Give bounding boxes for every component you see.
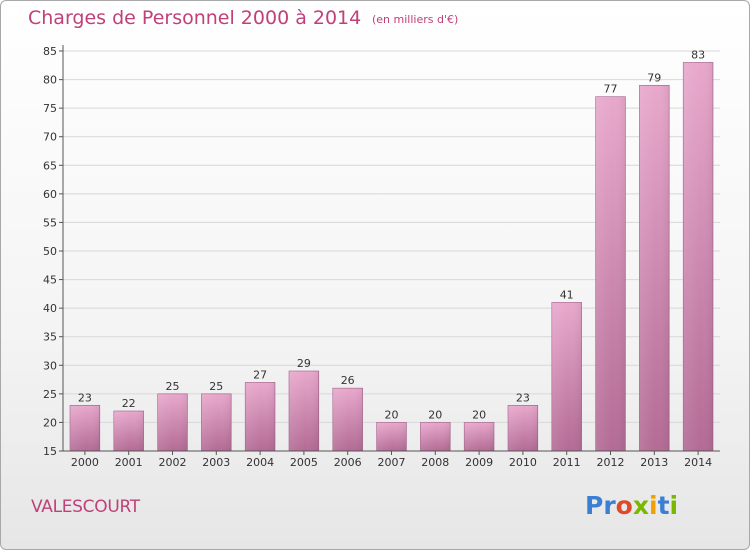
bar-shine-2001 [113, 411, 144, 451]
x-tick-label-2007: 2007 [378, 456, 406, 469]
logo-letter: i [669, 491, 679, 520]
logo-letter: t [657, 491, 670, 520]
bar-shine-2002 [157, 393, 188, 451]
y-tick-label: 75 [43, 102, 57, 115]
y-tick-label: 15 [43, 445, 57, 458]
axes: 15 20 25 30 35 40 45 50 55 60 65 70 75 80 85 2000 2001 20… [43, 45, 720, 469]
x-tick-label-2008: 2008 [421, 456, 449, 469]
x-tick-label-2000: 2000 [71, 456, 99, 469]
x-tick-label-2012: 2012 [597, 456, 625, 469]
bar-shine-2006 [332, 388, 363, 451]
bar-shine-2000 [70, 405, 100, 451]
y-tick-label: 40 [43, 302, 57, 315]
x-tick-label-2002: 2002 [159, 456, 187, 469]
x-tick-label-2009: 2009 [465, 456, 493, 469]
value-label-2013: 79 [647, 71, 661, 84]
bar-shine-2008 [420, 422, 451, 451]
value-label-2001: 22 [122, 397, 136, 410]
y-tick-label: 55 [43, 216, 57, 229]
value-labels: 23 22 25 25 27 29 26 20 20 20 23 41 77 79 83 [78, 48, 705, 421]
y-tick-label: 25 [43, 388, 57, 401]
y-tick-label: 65 [43, 159, 57, 172]
logo-letter: r [603, 491, 616, 520]
proxiti-logo: Proxiti [585, 491, 678, 520]
y-tick-label: 70 [43, 131, 57, 144]
y-tick-label: 50 [43, 245, 57, 258]
x-tick-label-2006: 2006 [334, 456, 362, 469]
value-label-2011: 41 [560, 288, 574, 301]
value-label-2012: 77 [604, 83, 618, 96]
value-label-2010: 23 [516, 391, 530, 404]
bar-shine-2012 [595, 96, 626, 451]
chart-subtitle: (en milliers d'€) [372, 13, 459, 26]
value-label-2005: 29 [297, 357, 311, 370]
x-tick-label-2011: 2011 [553, 456, 581, 469]
x-tick-label-2013: 2013 [640, 456, 668, 469]
x-tick-label-2005: 2005 [290, 456, 318, 469]
y-tick-label: 35 [43, 331, 57, 344]
value-label-2008: 20 [428, 408, 442, 421]
bar-shine-2010 [508, 405, 538, 451]
y-tick-label: 80 [43, 74, 57, 87]
value-label-2004: 27 [253, 368, 267, 381]
value-label-2009: 20 [472, 408, 486, 421]
bar-shine-2013 [639, 85, 670, 452]
bar-shine-2004 [245, 382, 275, 451]
y-tick-label: 20 [43, 416, 57, 429]
y-tick-label: 60 [43, 188, 57, 201]
x-tick-label-2003: 2003 [202, 456, 230, 469]
value-label-2006: 26 [341, 374, 355, 387]
value-label-2007: 20 [385, 408, 399, 421]
bar-shine-2009 [464, 422, 494, 451]
value-label-2002: 25 [166, 380, 180, 393]
y-tick-label: 45 [43, 274, 57, 287]
commune-name: VALESCOURT [31, 497, 140, 517]
logo-letter: o [615, 491, 633, 520]
x-tick-label-2004: 2004 [246, 456, 274, 469]
x-tick-label-2001: 2001 [115, 456, 143, 469]
bar-shine-2007 [376, 422, 407, 451]
y-tick-label: 30 [43, 359, 57, 372]
logo-letter: x [632, 491, 649, 520]
x-tick-label-2010: 2010 [509, 456, 537, 469]
chart-title: Charges de Personnel 2000 à 2014 [28, 7, 362, 29]
bar-shine-2005 [289, 371, 319, 451]
value-label-2000: 23 [78, 391, 92, 404]
bars [69, 62, 714, 452]
x-tick-label-2014: 2014 [684, 456, 712, 469]
bar-shine-2003 [201, 393, 232, 451]
logo-letter: i [649, 491, 658, 520]
value-label-2003: 25 [209, 380, 223, 393]
bar-shine-2014 [683, 62, 713, 452]
bar-shine-2011 [551, 302, 582, 451]
value-label-2014: 83 [691, 48, 705, 61]
y-tick-label: 85 [43, 45, 57, 58]
logo-letter: P [585, 491, 604, 520]
